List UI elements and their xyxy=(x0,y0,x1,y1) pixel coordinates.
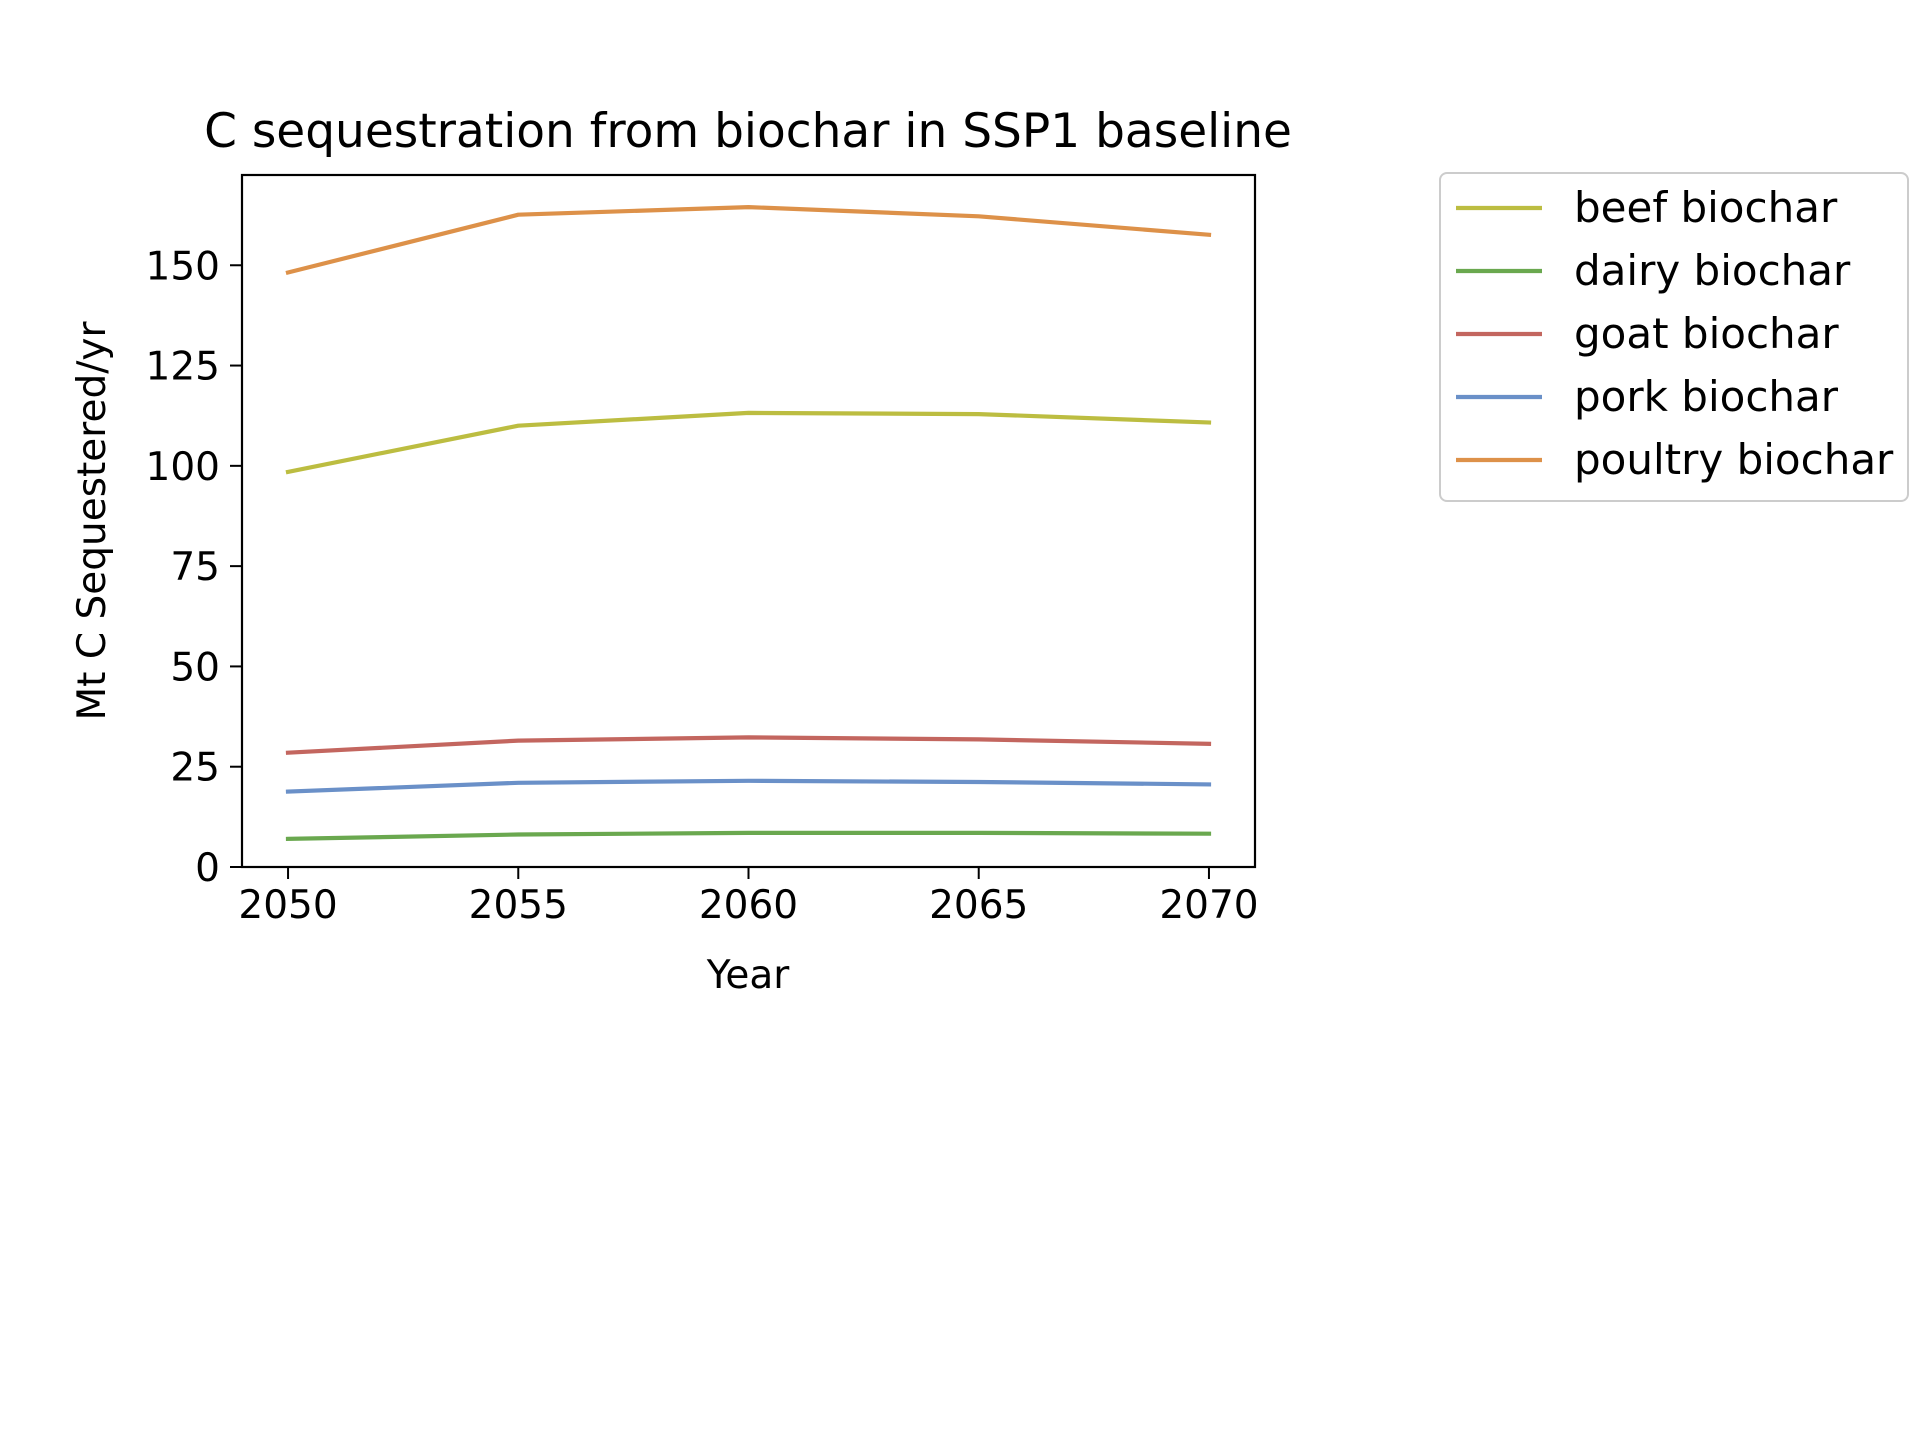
series-line-pork-biochar xyxy=(285,778,1212,794)
legend: beef biochar dairy biochar goat biochar por… xyxy=(1439,172,1909,502)
x-tick-label: 2070 xyxy=(1159,883,1258,928)
y-tick-label: 75 xyxy=(170,545,220,590)
legend-label: dairy biochar xyxy=(1574,246,1851,295)
series-line-beef-biochar xyxy=(285,410,1212,475)
series-layer xyxy=(285,205,1212,842)
y-axis-label: Mt C Sequestered/yr xyxy=(70,321,115,721)
legend-label: goat biochar xyxy=(1574,309,1839,358)
legend-frame xyxy=(1439,172,1909,502)
x-axis-label: Year xyxy=(706,953,791,998)
x-axis: 2050 2055 2060 2065 2070 xyxy=(238,867,1259,928)
y-tick-label: 25 xyxy=(170,746,220,791)
legend-label: beef biochar xyxy=(1574,183,1838,232)
y-tick-label: 0 xyxy=(195,846,220,891)
x-tick-label: 2055 xyxy=(469,883,568,928)
y-tick-label: 100 xyxy=(146,445,220,490)
x-tick-label: 2060 xyxy=(699,883,798,928)
y-tick-label: 150 xyxy=(146,244,220,289)
y-tick-label: 125 xyxy=(146,345,220,390)
chart-title: C sequestration from biochar in SSP1 bas… xyxy=(204,104,1292,159)
legend-label: poultry biochar xyxy=(1574,435,1894,484)
legend-label: pork biochar xyxy=(1574,372,1839,421)
series-line-goat-biochar xyxy=(285,735,1212,755)
series-line-dairy-biochar xyxy=(285,830,1212,842)
plot-frame xyxy=(240,173,1257,869)
y-axis: 0 25 50 75 100 125 150 xyxy=(146,244,242,891)
series-line-poultry-biochar xyxy=(285,205,1212,276)
x-tick-label: 2065 xyxy=(929,883,1028,928)
y-tick-label: 50 xyxy=(170,645,220,690)
x-tick-label: 2050 xyxy=(238,883,337,928)
